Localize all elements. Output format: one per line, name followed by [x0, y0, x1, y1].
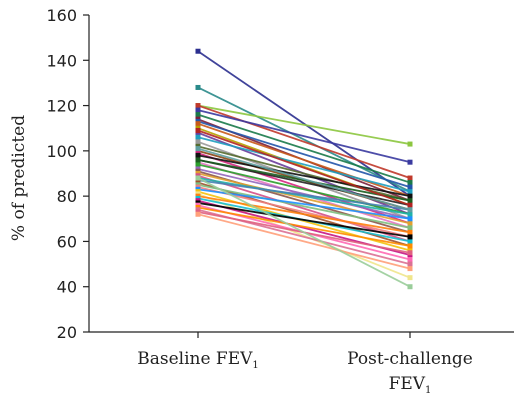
series-4 — [195, 107, 413, 165]
x-category-label: Post-challenge — [347, 349, 473, 369]
y-tick-label: 60 — [57, 232, 77, 251]
data-point — [407, 159, 413, 165]
data-point — [195, 146, 201, 152]
series-layer — [195, 48, 413, 290]
data-point — [407, 198, 413, 204]
y-tick-label: 120 — [46, 97, 77, 116]
series-line — [197, 163, 411, 216]
series-11 — [195, 134, 413, 195]
x-category-label-main: Post-challenge — [347, 349, 473, 369]
series-line — [197, 152, 411, 225]
series-line — [197, 168, 411, 220]
series-line — [197, 136, 411, 193]
data-point — [407, 189, 413, 195]
x-category-label-subscript: 1 — [252, 360, 258, 371]
data-point — [195, 134, 201, 140]
y-tick-label: 140 — [46, 51, 77, 70]
series-line — [197, 206, 411, 247]
series-3 — [195, 103, 413, 181]
data-point — [195, 107, 201, 113]
data-point — [407, 250, 413, 256]
data-point — [407, 275, 413, 281]
series-line — [197, 104, 411, 179]
series-line — [197, 120, 411, 188]
series-line — [197, 113, 411, 184]
series-40 — [195, 211, 413, 272]
data-point — [407, 234, 413, 240]
y-tick-label: 80 — [57, 187, 77, 206]
x-category-label-line2-main: FEV — [389, 374, 426, 394]
series-42 — [195, 157, 413, 204]
data-point — [407, 193, 413, 199]
data-point — [407, 284, 413, 290]
data-point — [407, 266, 413, 272]
series-line — [197, 195, 411, 234]
series-line — [197, 188, 411, 220]
data-point — [407, 229, 413, 235]
series-line — [197, 145, 411, 202]
data-point — [195, 48, 201, 54]
series-line — [197, 86, 411, 193]
data-point — [195, 161, 201, 167]
series-line — [197, 109, 411, 164]
y-tick-label: 40 — [57, 278, 77, 297]
data-point — [195, 121, 201, 127]
data-point — [407, 180, 413, 186]
data-point — [195, 84, 201, 90]
data-point — [407, 220, 413, 226]
data-point — [407, 141, 413, 147]
data-point — [407, 257, 413, 263]
data-point — [407, 211, 413, 217]
data-point — [195, 103, 201, 109]
data-point — [407, 261, 413, 267]
series-line — [197, 104, 411, 145]
series-line — [197, 172, 411, 225]
series-43 — [195, 127, 413, 208]
series-line — [197, 177, 411, 216]
y-tick-label: 100 — [46, 142, 77, 161]
x-category-label-line2-subscript: 1 — [425, 385, 431, 396]
series-44 — [195, 146, 413, 213]
data-point — [407, 243, 413, 249]
data-point — [407, 207, 413, 213]
series-5 — [195, 112, 413, 186]
series-line — [197, 202, 411, 238]
series-line — [197, 179, 411, 211]
series-16 — [195, 152, 413, 199]
series-41 — [195, 175, 413, 290]
data-point — [195, 157, 201, 163]
data-point — [407, 202, 413, 208]
data-point — [407, 225, 413, 231]
y-tick-layer: 20 40 60 80 100 120 140 160 — [46, 6, 89, 342]
data-point — [407, 184, 413, 190]
data-point — [407, 216, 413, 222]
data-point — [195, 211, 201, 217]
series-line — [197, 154, 411, 198]
data-point — [195, 152, 201, 158]
x-category-label: Baseline FEV1 — [137, 349, 259, 371]
data-point — [407, 238, 413, 244]
data-point — [195, 175, 201, 181]
series-line — [197, 159, 411, 202]
series-line — [197, 213, 411, 270]
data-point — [195, 112, 201, 118]
y-tick-label: 20 — [57, 323, 77, 342]
series-line — [197, 129, 411, 207]
y-tick-label: 160 — [46, 6, 77, 25]
x-category-label-main: Baseline FEV — [137, 349, 253, 369]
data-point — [195, 127, 201, 133]
x-category-label-line2: FEV1 — [389, 374, 432, 396]
data-point — [195, 139, 201, 145]
series-line — [197, 183, 411, 229]
series-line — [197, 177, 411, 288]
y-axis-label: % of predicted — [9, 115, 29, 241]
series-line — [197, 147, 411, 211]
data-point — [407, 175, 413, 181]
series-line — [197, 122, 411, 197]
